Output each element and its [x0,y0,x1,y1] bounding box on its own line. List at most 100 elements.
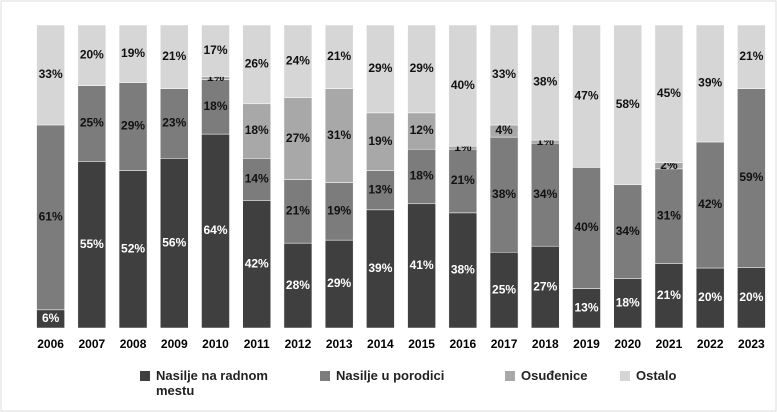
data-label: 42% [245,257,269,271]
data-label: 34% [616,224,640,238]
bar-segment [160,88,189,159]
data-label: 33% [39,67,63,81]
bar-segment [283,97,313,180]
bar-segment [366,24,395,114]
bar-segment [737,24,766,89]
bar-segment [118,24,148,83]
legend-label: Nasilje u porodici [336,368,445,383]
bar-segment [654,24,684,163]
data-label: 20% [698,290,722,304]
bar-segment [654,263,684,329]
legend-label: Ostalo [636,368,677,383]
legend-item: Nasilje u porodici [320,368,491,398]
bar-segment [201,133,230,329]
bar-segment [118,170,148,329]
data-label: 13% [574,300,598,314]
data-label: 17% [203,43,227,57]
data-label: 19% [327,204,351,218]
data-label: 58% [616,97,640,111]
data-label: 64% [203,223,227,237]
bar-segment [324,182,354,241]
data-label: 18% [245,123,269,137]
data-label: 41% [410,258,434,272]
bar-segment [613,24,642,186]
data-label: 29% [410,61,434,75]
bar-segment [77,85,107,162]
bar-segment [324,88,354,183]
x-tick-label: 2021 [656,337,683,351]
data-label: 21% [739,49,763,63]
data-label: 45% [657,86,681,100]
data-label: 31% [657,208,681,222]
bar-segment [324,24,354,89]
data-label: 39% [698,76,722,90]
data-label: 12% [410,123,434,137]
x-tick-label: 2012 [285,337,312,351]
data-label: 14% [245,172,269,186]
legend-swatch [140,371,150,381]
data-label: 21% [327,49,351,63]
bar-segment [242,158,271,201]
bar-segment [695,141,725,269]
data-label: 38% [533,75,557,89]
data-label: 61% [39,210,63,224]
data-label: 4% [495,123,513,137]
data-label: 24% [286,54,310,68]
legend-item: Ostalo [620,368,716,398]
x-tick-label: 2011 [244,337,270,351]
x-tick-label: 2015 [408,337,435,351]
data-label: 18% [203,99,227,113]
x-tick-label: 2023 [738,337,765,351]
x-tick-label: 2014 [367,337,394,351]
data-label: 26% [245,57,269,71]
bar-segment [407,112,436,150]
bar-segment [283,179,313,244]
data-label: 29% [121,119,145,133]
bar-segment [366,209,395,329]
x-tick-label: 2016 [449,337,476,351]
bar-segment [283,242,313,329]
data-label: 38% [492,187,516,201]
bar-segment [36,24,65,126]
data-label: 52% [121,241,145,255]
x-tick-label: 2008 [120,337,147,351]
bar-segment [531,245,560,329]
data-label: 27% [286,131,310,145]
bar-segment [572,24,601,168]
x-tick-label: 2022 [697,337,724,351]
legend: Nasilje na radnom mestu Nasilje u porodic… [140,368,716,398]
bar-segment [77,24,107,86]
data-label: 21% [657,288,681,302]
data-label: 28% [286,278,310,292]
data-label: 20% [739,290,763,304]
data-label: 47% [574,88,598,102]
data-label: 27% [533,279,557,293]
bar-segment [572,288,601,329]
bar-segment [572,167,601,289]
data-label: 25% [492,282,516,296]
data-label: 21% [162,49,186,63]
legend-item: Nasilje na radnom mestu [140,368,306,398]
bar-segment [489,252,519,329]
data-label: 42% [698,197,722,211]
data-label: 21% [451,173,475,187]
bar-segment [201,24,230,77]
data-label: 13% [368,182,392,196]
data-label: 33% [492,67,516,81]
bar-segment [695,24,725,143]
bar-segment [118,82,148,171]
legend-swatch [320,371,330,381]
data-label: 55% [80,237,104,251]
bar-segment [407,203,436,329]
data-label: 39% [368,261,392,275]
bar-segment [531,24,560,141]
data-label: 20% [80,47,104,61]
x-tick-label: 2006 [37,337,64,351]
legend-label: Nasilje na radnom mestu [156,368,268,398]
data-label: 19% [121,46,145,60]
bar-segment [324,239,354,329]
data-label: 29% [327,276,351,290]
bar-segment [36,124,65,311]
bar-segment [160,158,189,329]
